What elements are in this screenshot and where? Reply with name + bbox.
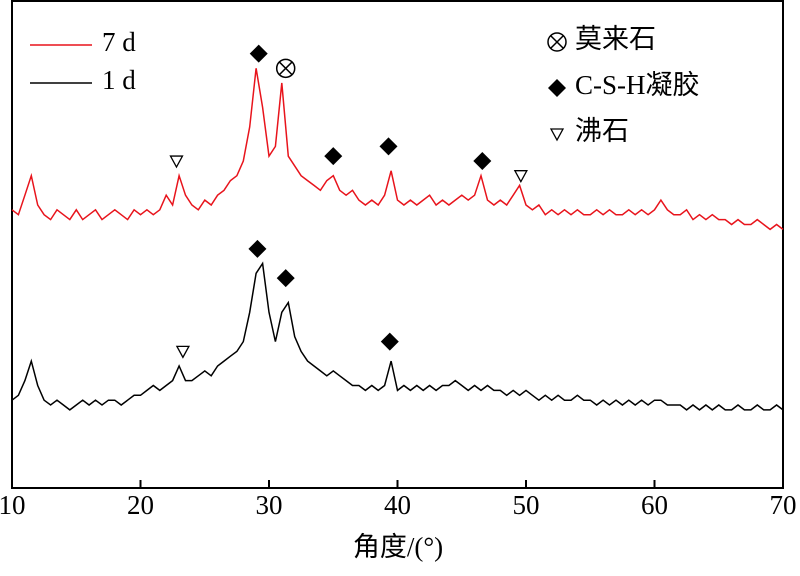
diamond-marker [380, 332, 399, 351]
triangle-marker [169, 155, 184, 169]
diamond-marker [276, 269, 295, 288]
x-tick-label: 40 [384, 490, 411, 520]
x-tick-label: 30 [256, 490, 283, 520]
x-axis-label: 角度/(°) [353, 532, 443, 562]
diamond-marker [379, 137, 398, 156]
triangle-marker [513, 170, 528, 184]
x-tick-label: 70 [770, 490, 797, 520]
diamond-marker [473, 152, 492, 171]
diamond-marker [548, 79, 566, 97]
legend-label: 1 d [102, 65, 136, 95]
symbol-legend-label: 沸石 [575, 116, 629, 146]
triangle-marker [549, 128, 565, 142]
diamond-marker [324, 147, 343, 166]
x-tick-label: 20 [127, 490, 154, 520]
legend-label: 7 d [102, 27, 136, 57]
series-line [11, 261, 784, 411]
diamond-marker [248, 239, 267, 258]
x-tick-label: 60 [641, 490, 668, 520]
x-tick-label: 10 [0, 490, 26, 520]
symbol-legend-label: C-S-H凝胶 [575, 70, 700, 100]
circle-x-marker [275, 58, 296, 79]
diamond-marker [249, 44, 268, 63]
circle-x-marker [547, 32, 567, 52]
series-line [11, 68, 784, 231]
symbol-legend-label: 莫来石 [575, 24, 656, 54]
x-tick-label: 50 [513, 490, 540, 520]
triangle-marker [175, 345, 190, 359]
